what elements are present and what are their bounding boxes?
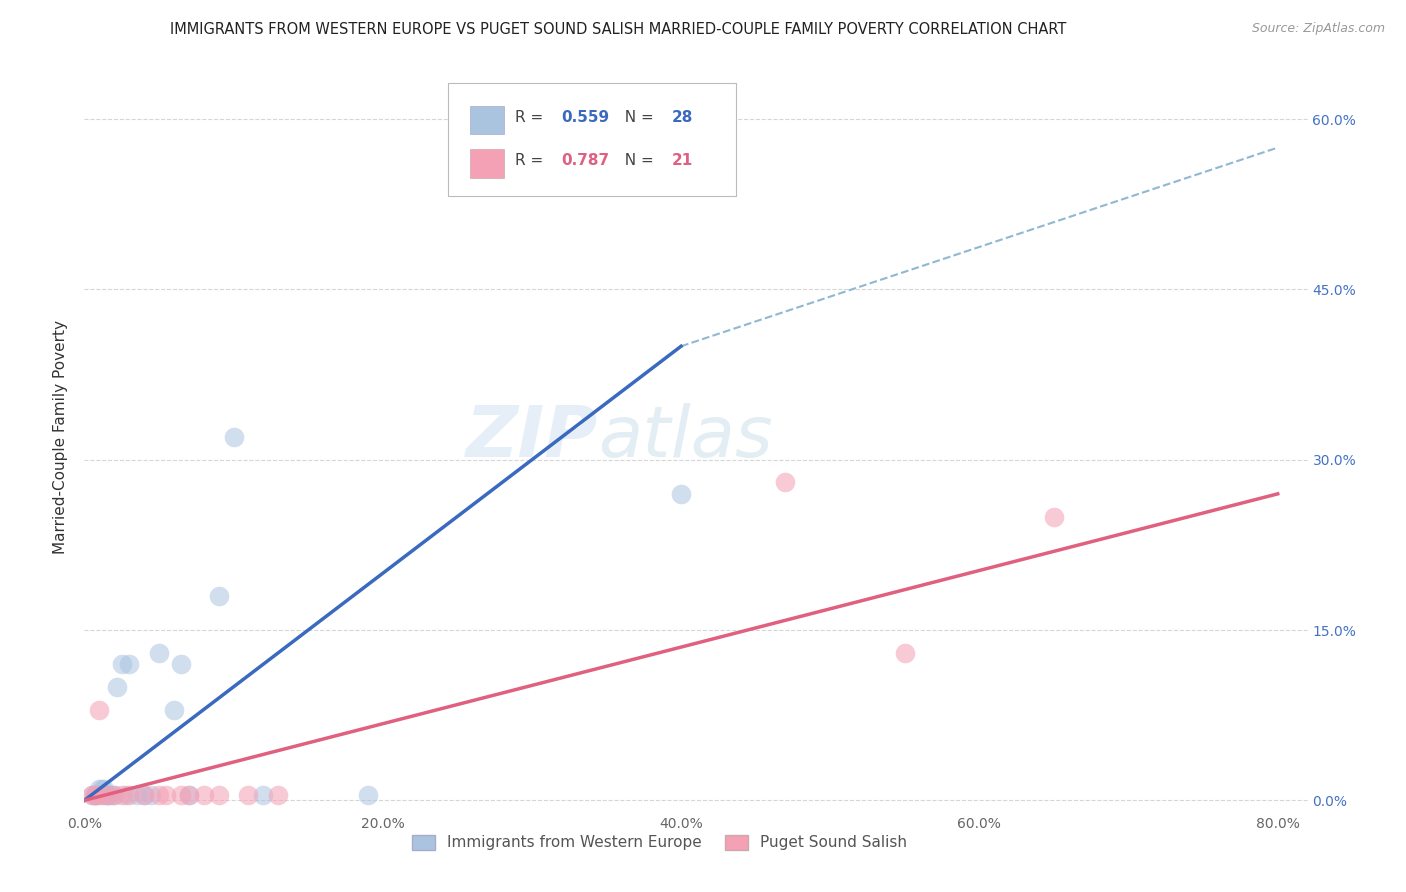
Point: [111, 657, 134, 672]
Text: 21: 21: [672, 153, 693, 168]
Point: [207, 788, 229, 802]
Text: Source: ZipAtlas.com: Source: ZipAtlas.com: [1251, 22, 1385, 36]
Point: [222, 430, 245, 444]
Point: [357, 788, 380, 802]
Point: [96, 788, 118, 802]
Point: [177, 788, 200, 802]
Point: [96, 788, 118, 802]
Point: [93, 782, 115, 797]
Point: [89, 788, 111, 802]
Point: [105, 680, 128, 694]
Point: [125, 788, 148, 802]
Point: [94, 788, 117, 802]
Point: [80, 788, 103, 802]
Y-axis label: Married-Couple Family Poverty: Married-Couple Family Poverty: [53, 320, 69, 554]
Point: [103, 788, 125, 802]
Point: [89, 782, 111, 797]
Text: ZIP: ZIP: [465, 402, 598, 472]
Point: [91, 782, 114, 797]
Point: [115, 788, 138, 802]
Point: [84, 788, 107, 802]
Text: IMMIGRANTS FROM WESTERN EUROPE VS PUGET SOUND SALISH MARRIED-COUPLE FAMILY POVER: IMMIGRANTS FROM WESTERN EUROPE VS PUGET …: [170, 22, 1067, 37]
FancyBboxPatch shape: [470, 149, 503, 178]
Text: N =: N =: [616, 153, 659, 168]
Point: [132, 788, 155, 802]
Point: [100, 788, 122, 802]
Point: [148, 788, 170, 802]
Point: [252, 788, 274, 802]
Point: [118, 657, 141, 672]
Point: [267, 788, 290, 802]
Point: [207, 589, 229, 603]
Point: [170, 788, 193, 802]
Point: [193, 788, 215, 802]
Point: [103, 788, 125, 802]
Point: [775, 475, 797, 490]
Point: [111, 788, 134, 802]
Text: 28: 28: [672, 110, 693, 125]
Point: [141, 788, 163, 802]
Point: [118, 788, 141, 802]
Point: [91, 788, 114, 802]
Legend: Immigrants from Western Europe, Puget Sound Salish: Immigrants from Western Europe, Puget So…: [406, 829, 912, 856]
Point: [1043, 509, 1066, 524]
Point: [155, 788, 177, 802]
Point: [170, 657, 193, 672]
Point: [80, 788, 103, 802]
Point: [148, 646, 170, 660]
Text: atlas: atlas: [598, 402, 773, 472]
Text: R =: R =: [515, 110, 548, 125]
Point: [83, 788, 105, 802]
FancyBboxPatch shape: [470, 106, 503, 135]
Text: R =: R =: [515, 153, 548, 168]
Text: 0.787: 0.787: [561, 153, 610, 168]
Point: [89, 702, 111, 716]
Point: [238, 788, 260, 802]
Text: 0.559: 0.559: [561, 110, 610, 125]
Text: N =: N =: [616, 110, 659, 125]
Point: [177, 788, 200, 802]
Point: [163, 702, 186, 716]
Point: [84, 788, 107, 802]
Point: [83, 788, 105, 802]
Point: [97, 788, 120, 802]
Point: [669, 487, 692, 501]
FancyBboxPatch shape: [447, 83, 737, 196]
Point: [894, 646, 917, 660]
Point: [132, 788, 155, 802]
